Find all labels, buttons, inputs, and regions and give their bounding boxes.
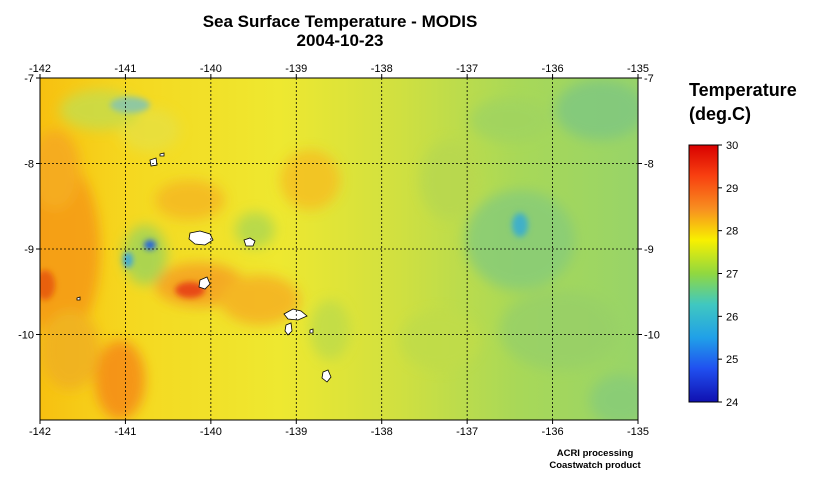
island-shape	[198, 276, 211, 290]
island-shape	[283, 308, 308, 321]
lon-tick-label-top: -135	[627, 63, 649, 75]
lon-tick-label-bottom: -137	[456, 426, 478, 438]
colorbar-tick-label: 24	[726, 397, 738, 409]
colorbar-tick-label: 27	[726, 269, 738, 281]
map-title: Sea Surface Temperature - MODIS	[202, 12, 478, 31]
title-block: Sea Surface Temperature - MODIS 2004-10-…	[40, 12, 640, 50]
lat-tick-label-left: -8	[24, 159, 34, 171]
lon-tick-label-bottom: -140	[200, 426, 222, 438]
legend-title: Temperature (deg.C)	[689, 78, 797, 126]
credits-line2: Coastwatch product	[549, 460, 641, 471]
lat-tick-label-right: -9	[644, 244, 654, 256]
lon-tick-label-top: -138	[371, 63, 393, 75]
colorbar-tick-label: 28	[726, 226, 738, 238]
colorbar-tick-label: 29	[726, 183, 738, 195]
lon-tick-label-bottom: -139	[285, 426, 307, 438]
lat-tick-label-left: -10	[18, 330, 34, 342]
lat-tick-label-right: -7	[644, 73, 654, 85]
lon-tick-label-bottom: -136	[542, 426, 564, 438]
lat-tick-label-left: -7	[24, 73, 34, 85]
lon-tick-label-bottom: -135	[627, 426, 649, 438]
island-shape	[76, 296, 81, 301]
lon-tick-label-top: -141	[114, 63, 136, 75]
island-shape	[284, 322, 293, 336]
colorbar	[688, 144, 719, 403]
colorbar-tick-label: 26	[726, 311, 738, 323]
islands	[76, 152, 332, 383]
lat-tick-label-right: -10	[644, 330, 660, 342]
island-shape	[321, 369, 332, 383]
legend-title-line1: Temperature	[689, 80, 797, 100]
lon-tick-label-bottom: -142	[29, 426, 51, 438]
graticule	[40, 78, 638, 420]
lon-tick-label-top: -136	[542, 63, 564, 75]
colorbar-ticks: 30 29 28 27 26 25 24	[718, 140, 738, 409]
axis-tick-labels: -142 -142 -141 -141 -140 -140 -139 -139 -138 -138…	[18, 63, 660, 438]
lon-tick-label-bottom: -141	[114, 426, 136, 438]
lon-tick-label-top: -139	[285, 63, 307, 75]
colorbar-tick-label: 25	[726, 354, 738, 366]
lat-tick-label-right: -8	[644, 159, 654, 171]
lat-tick-label-left: -9	[24, 244, 34, 256]
lon-tick-label-top: -142	[29, 63, 51, 75]
island-shape	[149, 157, 158, 167]
lon-tick-label-bottom: -138	[371, 426, 393, 438]
lon-tick-label-top: -140	[200, 63, 222, 75]
legend-title-line2: (deg.C)	[689, 104, 751, 124]
island-shape	[243, 237, 256, 247]
lon-tick-label-top: -137	[456, 63, 478, 75]
island-shape	[159, 152, 165, 157]
colorbar-tick-label: 30	[726, 140, 738, 152]
map-date: 2004-10-23	[296, 31, 384, 50]
island-shape	[309, 328, 314, 334]
island-shape	[188, 230, 214, 246]
credits: ACRI processing Coastwatch product	[520, 448, 670, 472]
credits-line1: ACRI processing	[556, 448, 634, 459]
axis-ticks	[36, 74, 642, 424]
sst-field	[40, 78, 638, 420]
